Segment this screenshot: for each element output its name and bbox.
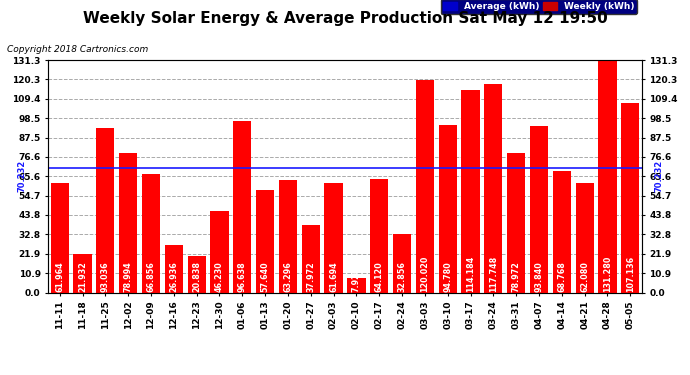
Bar bbox=[530, 126, 548, 292]
Bar bbox=[370, 179, 388, 292]
Text: 68.768: 68.768 bbox=[558, 261, 566, 292]
Bar bbox=[73, 254, 92, 292]
Text: 64.120: 64.120 bbox=[375, 261, 384, 292]
Bar bbox=[621, 103, 640, 292]
Text: Copyright 2018 Cartronics.com: Copyright 2018 Cartronics.com bbox=[7, 45, 148, 54]
Bar bbox=[324, 183, 343, 292]
Text: 78.994: 78.994 bbox=[124, 261, 132, 292]
Bar bbox=[575, 183, 594, 292]
Bar bbox=[233, 122, 251, 292]
Text: 7.926: 7.926 bbox=[352, 266, 361, 292]
Text: 20.838: 20.838 bbox=[192, 261, 201, 292]
Bar bbox=[507, 153, 525, 292]
Bar bbox=[210, 211, 228, 292]
Text: 120.020: 120.020 bbox=[420, 255, 429, 292]
Bar bbox=[50, 183, 69, 292]
Bar bbox=[484, 84, 502, 292]
Text: 117.748: 117.748 bbox=[489, 255, 498, 292]
Text: 78.972: 78.972 bbox=[512, 261, 521, 292]
Text: 96.638: 96.638 bbox=[238, 261, 247, 292]
Text: 114.184: 114.184 bbox=[466, 255, 475, 292]
Bar bbox=[462, 90, 480, 292]
Text: 26.936: 26.936 bbox=[169, 261, 178, 292]
Bar bbox=[256, 190, 274, 292]
Bar bbox=[416, 80, 434, 292]
Bar bbox=[598, 60, 617, 292]
Text: 57.640: 57.640 bbox=[261, 261, 270, 292]
Bar bbox=[302, 225, 320, 292]
Bar bbox=[439, 124, 457, 292]
Text: 32.856: 32.856 bbox=[397, 261, 406, 292]
Bar bbox=[347, 279, 366, 292]
Bar bbox=[279, 180, 297, 292]
Text: 37.972: 37.972 bbox=[306, 261, 315, 292]
Text: 62.080: 62.080 bbox=[580, 261, 589, 292]
Text: 70.232: 70.232 bbox=[17, 160, 27, 192]
Text: 131.280: 131.280 bbox=[603, 255, 612, 292]
Text: 61.694: 61.694 bbox=[329, 261, 338, 292]
Text: 46.230: 46.230 bbox=[215, 261, 224, 292]
Bar bbox=[165, 245, 183, 292]
Text: 94.780: 94.780 bbox=[443, 261, 452, 292]
Text: 61.964: 61.964 bbox=[55, 261, 64, 292]
Text: 93.840: 93.840 bbox=[535, 261, 544, 292]
Text: 21.932: 21.932 bbox=[78, 261, 87, 292]
Bar bbox=[553, 171, 571, 292]
Bar bbox=[142, 174, 160, 292]
Text: Weekly Solar Energy & Average Production Sat May 12 19:50: Weekly Solar Energy & Average Production… bbox=[83, 11, 607, 26]
Bar bbox=[119, 153, 137, 292]
Legend: Average (kWh), Weekly (kWh): Average (kWh), Weekly (kWh) bbox=[441, 0, 637, 14]
Text: 66.856: 66.856 bbox=[146, 261, 155, 292]
Text: 107.136: 107.136 bbox=[626, 255, 635, 292]
Text: 63.296: 63.296 bbox=[284, 261, 293, 292]
Bar bbox=[188, 256, 206, 292]
Bar bbox=[393, 234, 411, 292]
Bar bbox=[96, 128, 115, 292]
Text: 93.036: 93.036 bbox=[101, 261, 110, 292]
Text: 70.232: 70.232 bbox=[654, 160, 664, 192]
